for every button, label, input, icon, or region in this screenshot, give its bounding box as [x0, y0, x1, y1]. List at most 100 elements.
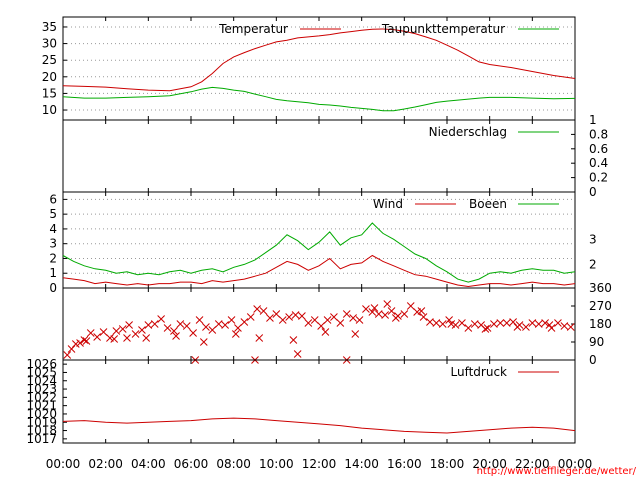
- y-tick-label: 1024: [26, 374, 57, 388]
- scatter-point: [172, 332, 180, 340]
- scatter-point: [387, 307, 396, 315]
- scatter-point: [255, 334, 264, 342]
- scatter-point: [370, 304, 379, 312]
- scatter-point: [391, 314, 400, 322]
- scatter-point: [554, 319, 562, 327]
- scatter-point: [566, 323, 575, 331]
- scatter-point: [195, 316, 204, 324]
- scatter-point: [118, 325, 127, 333]
- y-tick-label: 25: [42, 53, 57, 67]
- scatter-point: [458, 319, 466, 327]
- scatter-point: [400, 310, 409, 318]
- scatter-point: [355, 316, 364, 324]
- scatter-point: [323, 316, 332, 324]
- y-tick-label: 1: [49, 266, 57, 280]
- y-tick-label: 1017: [26, 432, 57, 446]
- scatter-point: [170, 327, 178, 335]
- scatter-point: [541, 319, 549, 327]
- x-tick-label: 16:00: [387, 457, 422, 471]
- scatter-point: [374, 310, 383, 318]
- scatter-point: [227, 316, 236, 324]
- scatter-point: [157, 315, 165, 323]
- series-line: [62, 254, 576, 288]
- scatter-point: [76, 339, 84, 347]
- scatter-point: [144, 321, 153, 329]
- legend-label: Boeen: [469, 197, 507, 211]
- x-tick-label: 00:00: [558, 457, 593, 471]
- x-tick-label: 04:00: [131, 457, 166, 471]
- scatter-point: [189, 329, 197, 337]
- y-tick-label: 90: [589, 335, 604, 349]
- y-tick-label: 1026: [26, 357, 57, 371]
- wind-direction-panel: 0 90 180 270 360: [62, 281, 612, 367]
- pressure-panel: 1017101810191020102110221023102410251026…: [26, 357, 592, 471]
- scatter-point: [481, 325, 490, 333]
- scatter-point: [317, 322, 325, 330]
- scatter-point: [426, 318, 434, 326]
- scatter-point: [445, 316, 453, 324]
- scatter-point: [182, 322, 191, 330]
- y-tick-label: 3: [49, 237, 57, 251]
- scatter-point: [202, 323, 210, 331]
- x-tick-label: 02:00: [88, 457, 123, 471]
- y-tick-label: 2: [49, 251, 57, 265]
- legend-label: Temperatur: [218, 22, 288, 36]
- y-tick-label: 1021: [26, 399, 57, 413]
- scatter-point: [406, 302, 415, 310]
- scatter-point: [522, 323, 530, 331]
- scatter-point: [138, 326, 146, 334]
- y-tick-label: 1020: [26, 407, 57, 421]
- y-tick-label: 20: [42, 70, 57, 84]
- series-line: [62, 417, 576, 434]
- scatter-point: [221, 321, 229, 329]
- scatter-point: [234, 324, 242, 332]
- scatter-point: [342, 310, 351, 318]
- scatter-point: [253, 305, 261, 313]
- scatter-point: [163, 324, 172, 332]
- y-tick-label: 270: [589, 299, 612, 313]
- y-tick-label: 35: [42, 20, 57, 34]
- scatter-point: [349, 314, 357, 322]
- scatter-point: [285, 313, 293, 321]
- source-url[interactable]: http://www.tiefflieger.de/wetter/: [477, 466, 637, 477]
- series-line: [62, 222, 576, 283]
- scatter-point: [272, 310, 281, 318]
- scatter-point: [240, 318, 249, 326]
- scatter-point: [560, 322, 569, 330]
- scatter-point: [110, 335, 119, 343]
- scatter-point: [534, 320, 543, 328]
- y-tick-label: 15: [42, 86, 57, 100]
- scatter-point: [125, 321, 133, 329]
- temperature-panel: 10 15 20 25 30 35 Temperatur Taupunkttemperatur: [42, 16, 576, 121]
- y-tick-label: 180: [589, 317, 612, 331]
- y-tick-label: 0.2: [589, 171, 608, 185]
- y-tick-label: 10: [42, 103, 57, 117]
- scatter-point: [321, 328, 330, 336]
- y-tick-label: 1025: [26, 365, 57, 379]
- x-tick-label: 12:00: [302, 457, 337, 471]
- scatter-point: [351, 330, 360, 338]
- y-tick-label: 6: [49, 192, 57, 206]
- scatter-point: [99, 328, 108, 336]
- scatter-point: [464, 324, 473, 332]
- y-tick-label: 0.8: [589, 127, 608, 141]
- scatter-point: [266, 314, 274, 322]
- y-tick-label: 360: [589, 281, 612, 295]
- scatter-point: [381, 311, 389, 319]
- scatter-point: [278, 316, 287, 324]
- scatter-point: [291, 311, 300, 319]
- scatter-point: [528, 319, 537, 327]
- scatter-point: [447, 320, 456, 328]
- scatter-point: [293, 350, 302, 358]
- y-tick-label: 0.6: [589, 142, 608, 156]
- scatter-point: [259, 307, 268, 315]
- scatter-point: [199, 338, 208, 346]
- x-tick-label: 08:00: [216, 457, 251, 471]
- legend-label: Luftdruck: [450, 365, 507, 379]
- series-line: [62, 28, 576, 92]
- x-tick-label: 22:00: [515, 457, 550, 471]
- scatter-point: [63, 351, 72, 359]
- scatter-point: [417, 307, 426, 315]
- scatter-point: [545, 321, 554, 329]
